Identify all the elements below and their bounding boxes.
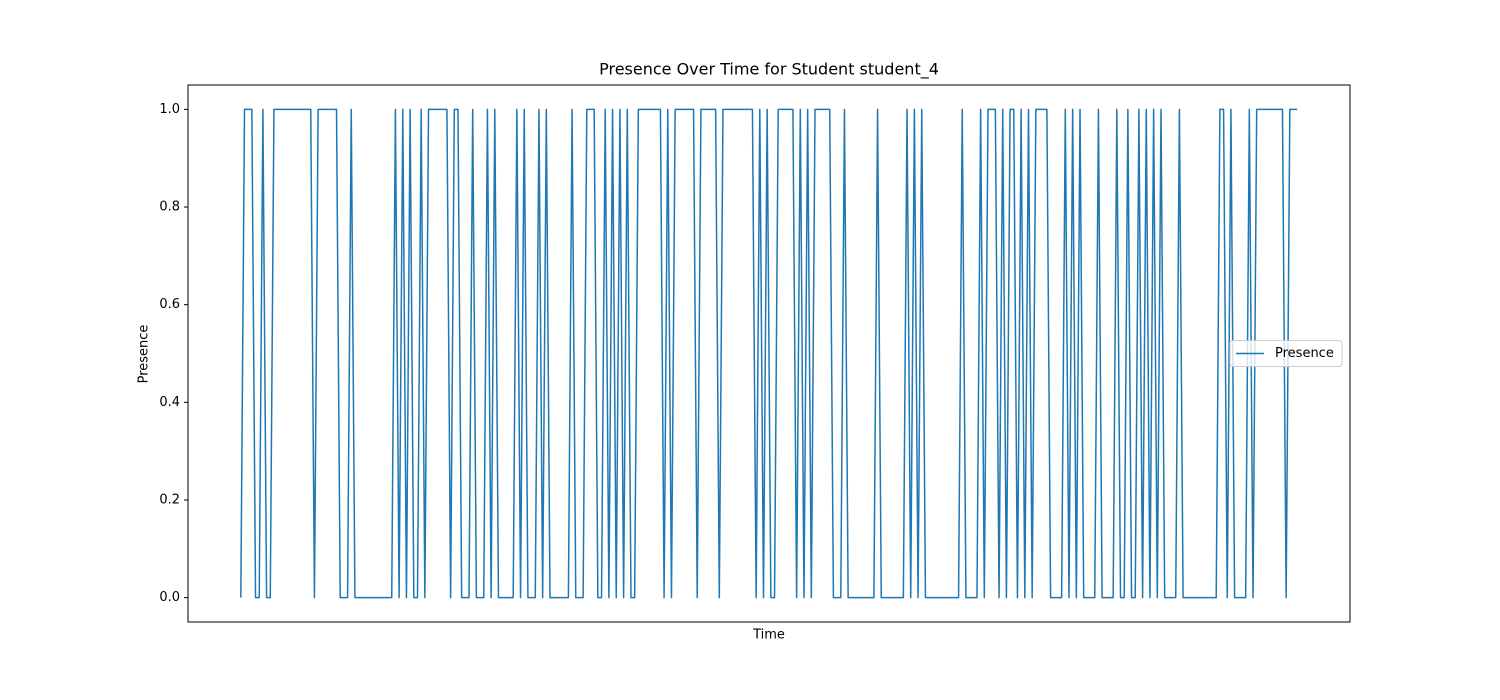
- legend-box: [1229, 340, 1343, 367]
- y-tick-label: 0.0: [159, 590, 180, 605]
- y-axis-label: Presence: [137, 325, 152, 384]
- legend-label: Presence: [1275, 346, 1334, 361]
- y-tick-label: 0.6: [159, 297, 180, 312]
- chart-title: Presence Over Time for Student student_4: [599, 60, 939, 80]
- x-axis-label: Time: [752, 628, 785, 643]
- y-tick-label: 0.2: [159, 492, 180, 507]
- line-series: [240, 108, 1298, 599]
- y-tick-label: 1.0: [159, 102, 180, 117]
- y-tick-label: 0.8: [159, 200, 180, 215]
- plot-frame: [187, 84, 1351, 623]
- y-tick-label: 0.4: [159, 395, 180, 410]
